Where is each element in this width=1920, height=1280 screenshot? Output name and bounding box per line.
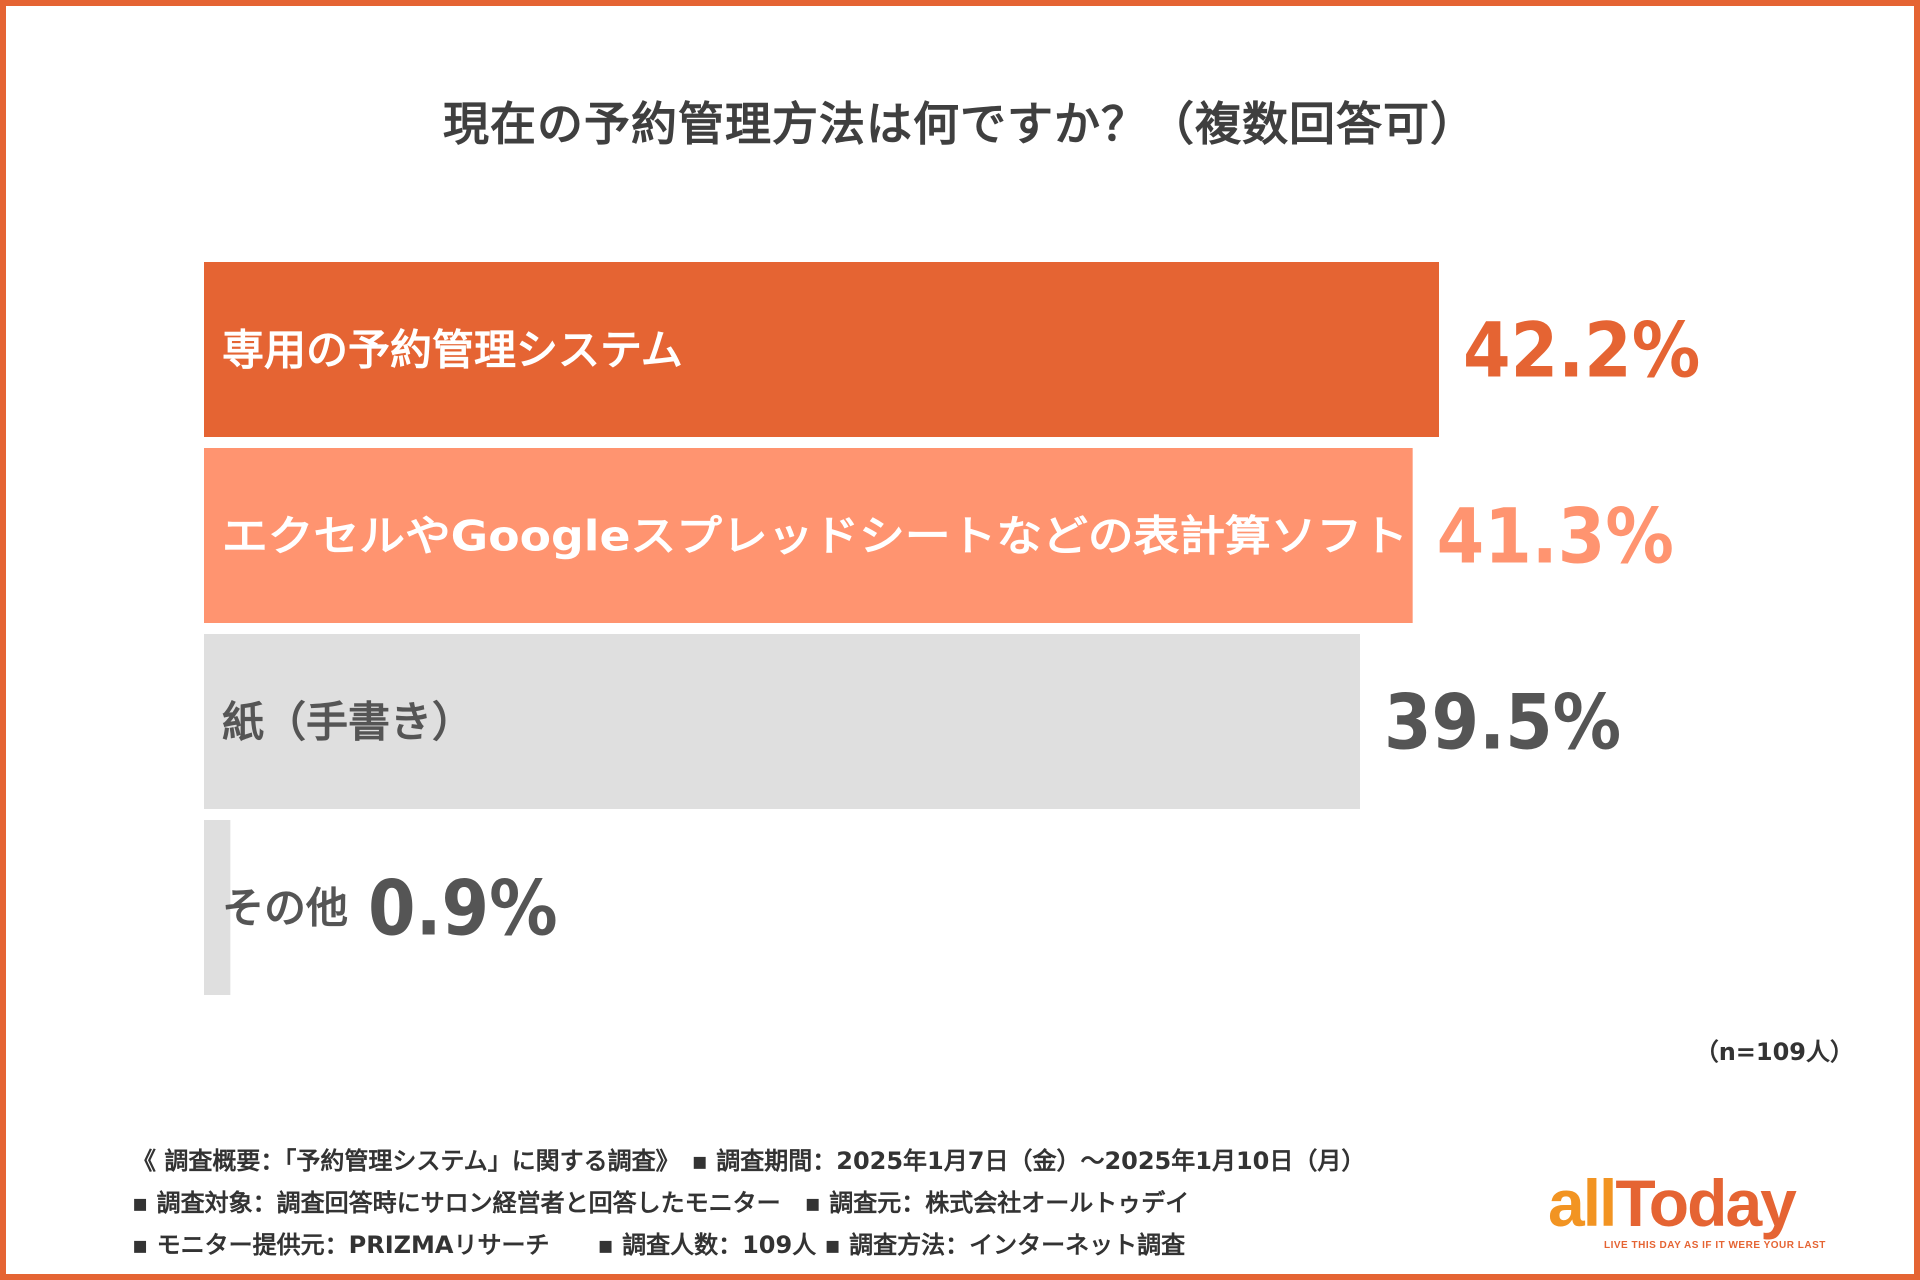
footer-line-2: ▪ 調査対象：調査回答時にサロン経営者と回答したモニター ▪ 調査元：株式会社オ… [132, 1189, 1190, 1217]
chart-title: 現在の予約管理方法は何ですか？（複数回答可） [443, 97, 1477, 151]
category-label-0: 専用の予約管理システム [222, 326, 683, 375]
logo-tagline: LIVE THIS DAY AS IF IT WERE YOUR LAST [1604, 1240, 1826, 1251]
value-label-2: 39.5% [1384, 678, 1621, 767]
bar-0 [204, 262, 1439, 437]
value-label-0: 42.2% [1463, 306, 1700, 395]
alltoday-logo: allToday LIVE THIS DAY AS IF IT WERE YOU… [1548, 1168, 1878, 1252]
bar-1 [204, 448, 1413, 623]
footer-line-1: 《 調査概要：「予約管理システム」に関する調査》 ▪ 調査期間：2025年1月7… [132, 1147, 1366, 1175]
footer-line-3: ▪ モニター提供元：PRIZMAリサーチ ▪ 調査人数：109人 ▪ 調査方法：… [132, 1231, 1186, 1259]
category-label-1: エクセルやGoogleスプレッドシートなどの表計算ソフト [222, 512, 1408, 561]
value-label-1: 41.3% [1437, 492, 1674, 581]
survey-footer: 《 調査概要：「予約管理システム」に関する調査》 ▪ 調査期間：2025年1月7… [132, 1140, 1365, 1266]
logo-part-today: Today [1615, 1166, 1796, 1240]
logo-part-all: all [1548, 1166, 1617, 1240]
bar-2 [204, 634, 1360, 809]
sample-size-label: （n=109人） [1694, 1038, 1854, 1066]
bar-3 [204, 820, 231, 995]
category-label-2: 紙（手書き） [222, 698, 474, 747]
logo-wordmark: allToday [1548, 1166, 1797, 1240]
value-label-3: 0.9% [368, 864, 558, 953]
category-label-3: その他 [222, 884, 348, 933]
